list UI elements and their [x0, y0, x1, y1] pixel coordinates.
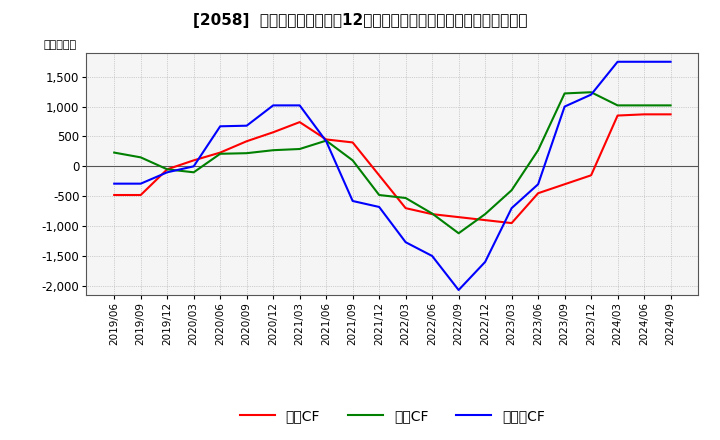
営業CF — [640, 112, 649, 117]
フリーCF — [216, 124, 225, 129]
営業CF — [587, 172, 595, 178]
営業CF — [534, 191, 542, 196]
フリーCF — [534, 182, 542, 187]
投資CF — [587, 90, 595, 95]
営業CF — [481, 217, 490, 223]
フリーCF — [613, 59, 622, 64]
投資CF — [375, 192, 384, 198]
営業CF — [243, 139, 251, 144]
投資CF — [348, 158, 357, 163]
フリーCF — [136, 181, 145, 186]
フリーCF — [243, 123, 251, 128]
Line: 投資CF: 投資CF — [114, 92, 670, 233]
営業CF — [454, 214, 463, 220]
営業CF — [322, 137, 330, 142]
投資CF — [481, 212, 490, 217]
投資CF — [428, 211, 436, 216]
営業CF — [136, 192, 145, 198]
投資CF — [640, 103, 649, 108]
フリーCF — [322, 139, 330, 144]
投資CF — [560, 91, 569, 96]
投資CF — [295, 147, 304, 152]
投資CF — [534, 147, 542, 153]
投資CF — [613, 103, 622, 108]
フリーCF — [269, 103, 277, 108]
投資CF — [136, 155, 145, 160]
フリーCF — [640, 59, 649, 64]
営業CF — [163, 167, 171, 172]
営業CF — [401, 205, 410, 211]
フリーCF — [163, 170, 171, 175]
営業CF — [613, 113, 622, 118]
フリーCF — [401, 239, 410, 245]
投資CF — [243, 150, 251, 156]
投資CF — [163, 167, 171, 172]
投資CF — [508, 187, 516, 193]
フリーCF — [348, 198, 357, 204]
Text: [2058]  キャッシュフローの12か月移動合計の対前年同期増減額の推移: [2058] キャッシュフローの12か月移動合計の対前年同期増減額の推移 — [193, 13, 527, 28]
投資CF — [216, 151, 225, 157]
営業CF — [428, 212, 436, 217]
フリーCF — [110, 181, 119, 186]
営業CF — [560, 182, 569, 187]
営業CF — [269, 130, 277, 135]
投資CF — [454, 231, 463, 236]
フリーCF — [587, 92, 595, 97]
フリーCF — [375, 204, 384, 209]
Line: フリーCF: フリーCF — [114, 62, 670, 290]
営業CF — [189, 158, 198, 163]
フリーCF — [508, 205, 516, 211]
投資CF — [322, 138, 330, 143]
フリーCF — [295, 103, 304, 108]
営業CF — [508, 220, 516, 226]
Text: （百万円）: （百万円） — [43, 40, 77, 50]
投資CF — [110, 150, 119, 155]
フリーCF — [454, 287, 463, 293]
フリーCF — [481, 259, 490, 264]
Legend: 営業CF, 投資CF, フリーCF: 営業CF, 投資CF, フリーCF — [235, 403, 550, 429]
投資CF — [401, 195, 410, 201]
フリーCF — [189, 164, 198, 169]
営業CF — [666, 112, 675, 117]
フリーCF — [428, 253, 436, 259]
営業CF — [375, 172, 384, 178]
投資CF — [666, 103, 675, 108]
営業CF — [110, 192, 119, 198]
フリーCF — [560, 104, 569, 109]
Line: 営業CF: 営業CF — [114, 114, 670, 223]
営業CF — [216, 150, 225, 155]
投資CF — [189, 170, 198, 175]
投資CF — [269, 147, 277, 153]
営業CF — [348, 140, 357, 145]
営業CF — [295, 120, 304, 125]
フリーCF — [666, 59, 675, 64]
